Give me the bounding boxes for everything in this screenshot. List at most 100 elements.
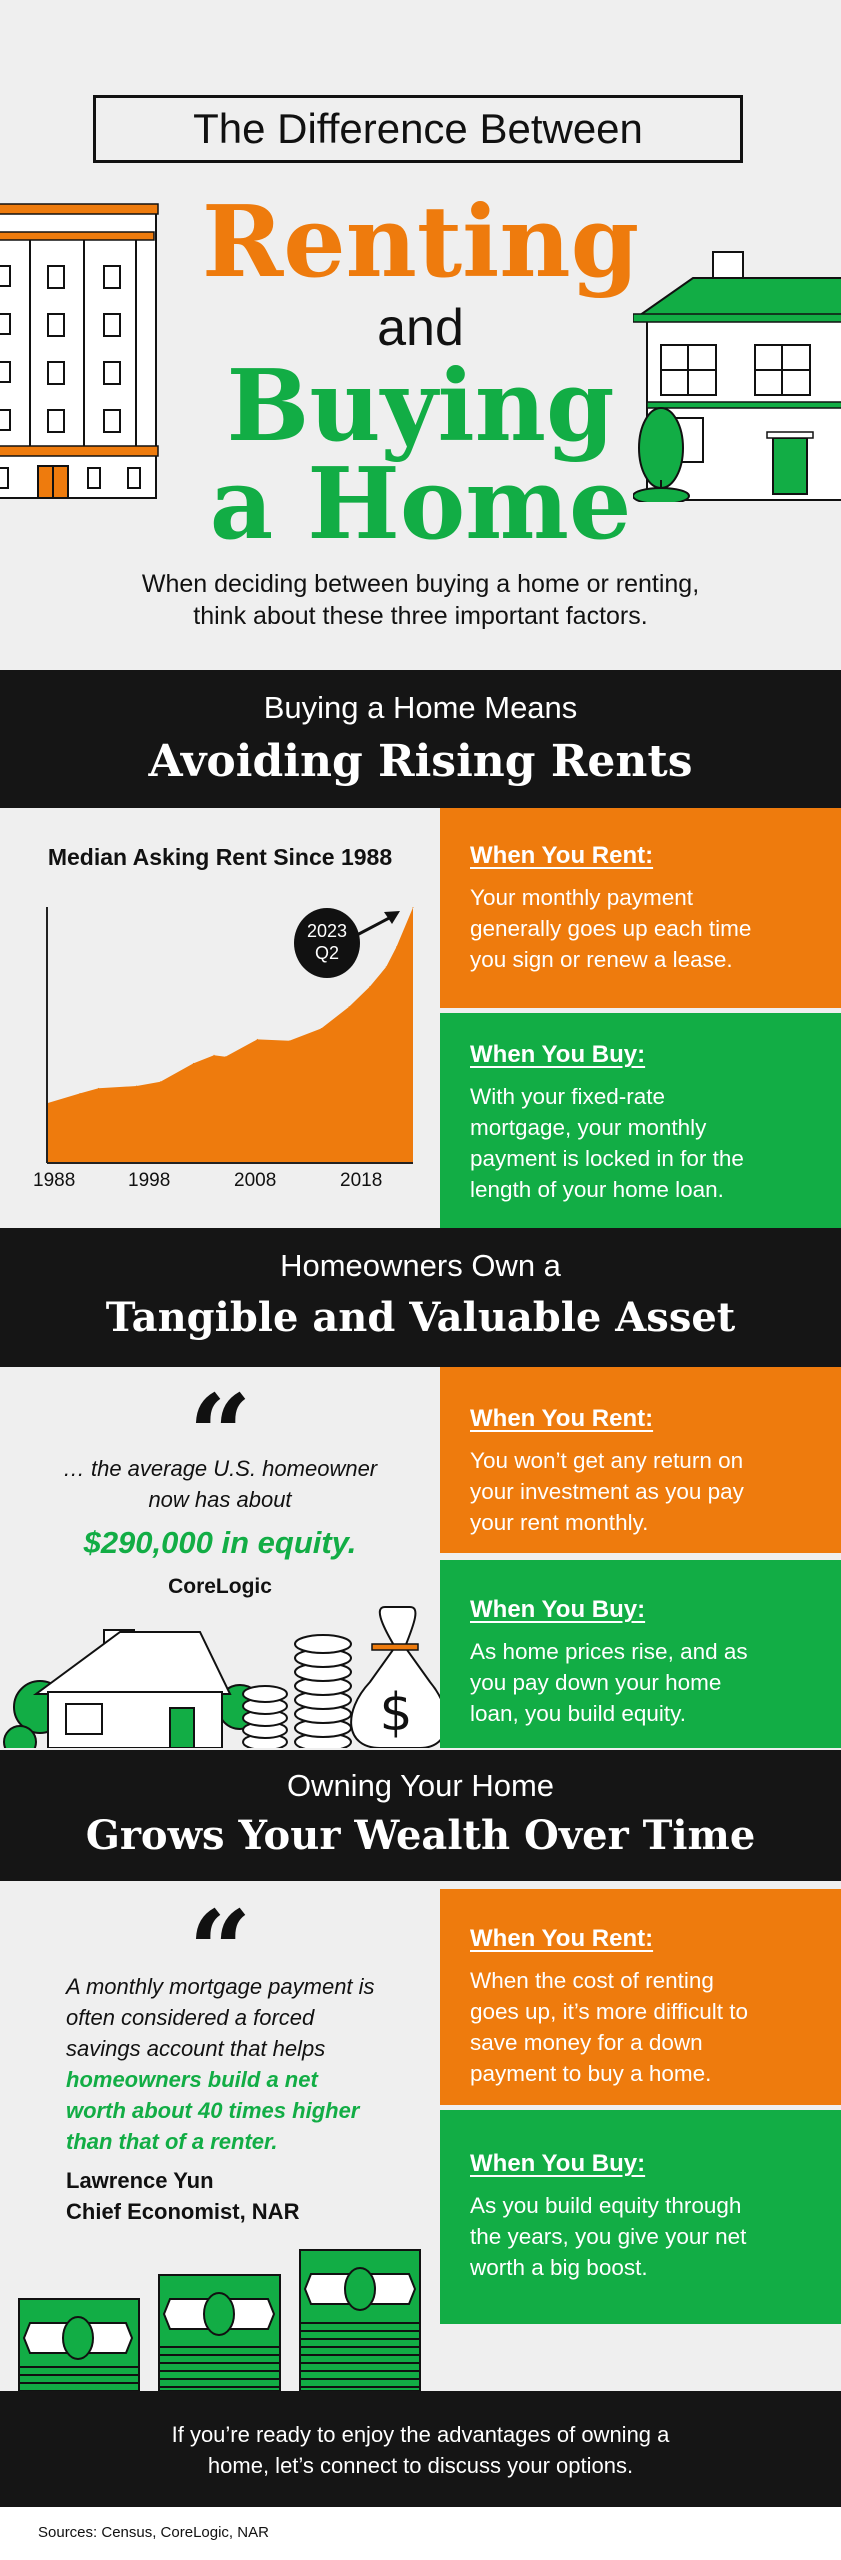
banner-kicker: Buying a Home Means [263, 690, 578, 725]
rent-text-line: save money for a down [470, 2030, 703, 2055]
buy-text-line: worth a big boost. [470, 2255, 648, 2280]
rent-panel-1: When You Rent: Your monthly payment gene… [440, 808, 841, 1008]
annotation-badge: 2023 Q2 [294, 908, 360, 978]
rent-heading: When You Rent: [470, 1925, 654, 1952]
headline-renting: Renting [201, 185, 640, 300]
headline-and: and [377, 299, 464, 357]
data-point [369, 986, 371, 988]
x-tick-label: 1998 [128, 1170, 171, 1191]
data-point [224, 1056, 226, 1058]
subtitle-line: When deciding between buying a home or r… [141, 570, 700, 598]
rent-chart: Median Asking Rent Since 1988 1988 1998 … [0, 808, 440, 1228]
chart-plot [46, 907, 414, 1164]
rent-area-series [47, 907, 413, 1163]
quote-line: often considered a forced [66, 2005, 315, 2030]
quote-mark-icon: “ [188, 1886, 252, 2015]
data-point [256, 1038, 258, 1040]
buy-text-line: As you build equity through [470, 2193, 742, 2218]
data-point [320, 1027, 322, 1029]
quote-text: A monthly mortgage payment is often cons… [66, 1971, 375, 2157]
house-coins-money-bag-icon: $ [3, 1606, 440, 1748]
section-banner-3: Owning Your Home Grows Your Wealth Over … [0, 1750, 841, 1881]
buy-text-line: payment is locked in for the [470, 1146, 744, 1171]
buy-text-line: length of your home loan. [470, 1177, 724, 1202]
subtitle-line: think about these three important factor… [193, 602, 648, 630]
data-point [396, 946, 398, 948]
x-tick-label: 2018 [340, 1170, 383, 1191]
annotation-quarter: Q2 [314, 943, 339, 963]
rent-text-line: Your monthly payment [470, 885, 694, 910]
quote-highlight: $290,000 in equity. [83, 1525, 357, 1560]
buy-text-line: you pay down your home [470, 1670, 722, 1695]
x-tick-label: 2008 [234, 1170, 277, 1191]
author-title: Chief Economist, NAR [66, 2199, 300, 2224]
data-point [159, 1081, 161, 1083]
rent-text-line: you sign or renew a lease. [470, 947, 733, 972]
cta-line: home, let’s connect to discuss your opti… [207, 2453, 634, 2478]
buy-text-line: the years, you give your net [470, 2224, 747, 2249]
quote-highlight-line: than that of a renter. [66, 2129, 278, 2154]
annotation-year: 2023 [306, 921, 348, 941]
data-point [213, 1054, 215, 1056]
cta-banner: If you’re ready to enjoy the advantages … [0, 2391, 841, 2507]
sources-text: Sources: Census, CoreLogic, NAR [38, 2524, 269, 2541]
buy-panel-3: When You Buy: As you build equity throug… [440, 2110, 841, 2324]
quote-block-1: “ … the average U.S. homeowner now has a… [0, 1367, 440, 1748]
sources-bar: Sources: Census, CoreLogic, NAR [0, 2507, 841, 2560]
rent-panel-2: When You Rent: You won’t get any return … [440, 1367, 841, 1553]
buy-text-line: With your fixed-rate [470, 1084, 666, 1109]
data-point [348, 1006, 350, 1008]
quote-author: Lawrence Yun Chief Economist, NAR [66, 2165, 299, 2227]
annotation-arrow [354, 914, 394, 938]
quote-line: … the average U.S. homeowner [62, 1456, 378, 1481]
rent-text-line: When the cost of renting [470, 1968, 714, 1993]
rent-text-line: your investment as you pay [470, 1479, 744, 1504]
data-point [98, 1087, 100, 1089]
quote-text: … the average U.S. homeowner now has abo… [0, 1453, 440, 1515]
data-point [79, 1092, 81, 1094]
section-banner-1: Buying a Home Means Avoiding Rising Rent… [0, 670, 841, 808]
banner-title: Avoiding Rising Rents [148, 736, 693, 787]
rent-text-line: You won’t get any return on [470, 1448, 744, 1473]
data-point [412, 907, 414, 909]
buy-panel-2: When You Buy: As home prices rise, and a… [440, 1560, 841, 1748]
rent-heading: When You Rent: [470, 842, 654, 869]
quote-mark-icon: “ [188, 1370, 252, 1499]
buy-heading: When You Buy: [470, 1596, 646, 1623]
buy-text-line: loan, you build equity. [470, 1701, 686, 1726]
boxed-title: The Difference Between [193, 105, 643, 152]
apartment-building-icon [0, 203, 159, 499]
data-point [192, 1062, 194, 1064]
svg-text:$: $ [379, 1683, 412, 1743]
banner-kicker: Owning Your Home [286, 1768, 555, 1803]
buy-panel-1: When You Buy: With your fixed-rate mortg… [440, 1013, 841, 1228]
rent-text-line: goes up, it’s more difficult to [470, 1999, 749, 2024]
arrow-head-icon [384, 911, 400, 924]
rent-panel-3: When You Rent: When the cost of renting … [440, 1889, 841, 2105]
buy-heading: When You Buy: [470, 1041, 646, 1068]
section-banner-2: Homeowners Own a Tangible and Valuable A… [0, 1228, 841, 1367]
data-point [136, 1085, 138, 1087]
quote-highlight-line: worth about 40 times higher [66, 2098, 360, 2123]
quote-line: savings account that helps [66, 2036, 326, 2061]
chart-title: Median Asking Rent Since 1988 [47, 844, 393, 870]
house-icon [633, 251, 841, 502]
banner-title: Tangible and Valuable Asset [105, 1294, 736, 1341]
banner-title: Grows Your Wealth Over Time [85, 1812, 756, 1859]
rent-heading: When You Rent: [470, 1405, 654, 1432]
banner-kicker: Homeowners Own a [280, 1248, 561, 1283]
cta-line: If you’re ready to enjoy the advantages … [171, 2422, 670, 2447]
title-box: The Difference Between [93, 95, 743, 163]
cta-text: If you’re ready to enjoy the advantages … [0, 2419, 841, 2481]
buy-text-line: As home prices rise, and as [470, 1639, 748, 1664]
author-name: Lawrence Yun [66, 2168, 214, 2193]
data-point [385, 966, 387, 968]
x-tick-label: 1988 [33, 1170, 76, 1191]
rent-text-line: your rent monthly. [470, 1510, 649, 1535]
headline-a-home: a Home [209, 447, 632, 562]
data-point [288, 1040, 290, 1042]
headline-buying: Buying [226, 349, 615, 464]
quote-highlight-line: homeowners build a net [66, 2067, 318, 2092]
quote-source: CoreLogic [168, 1575, 272, 1598]
rent-text-line: payment to buy a home. [470, 2061, 712, 2086]
